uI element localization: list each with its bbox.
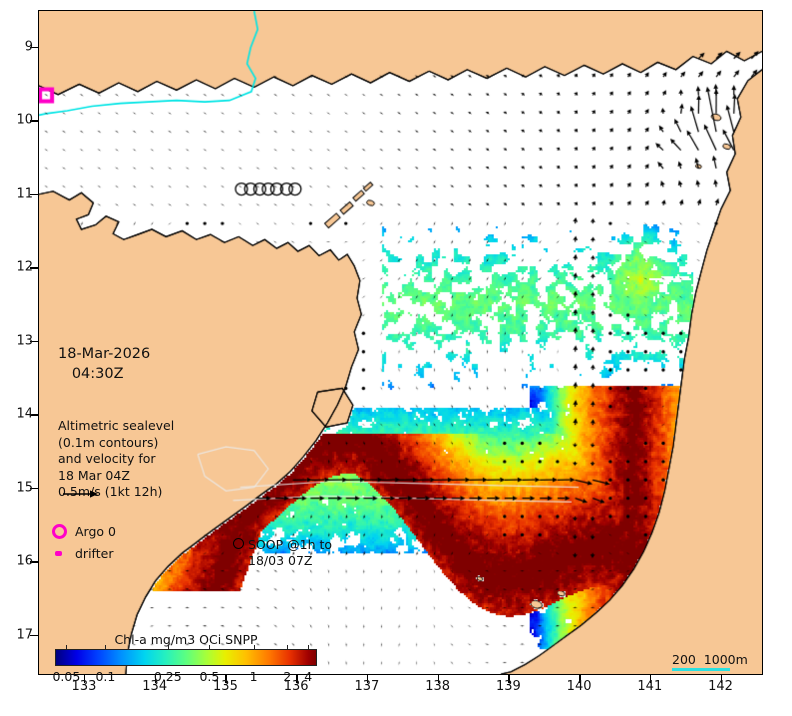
y-tick-mark — [30, 634, 38, 637]
colorbar-tick — [253, 645, 255, 650]
x-tick-mark — [296, 675, 298, 683]
colorbar-tick — [308, 645, 310, 650]
y-tick-label: 17 — [16, 627, 33, 643]
map-frame[interactable] — [38, 10, 763, 675]
colorbar-gradient: 0.05 0.1 0.25 0.5 1 2 4 — [52, 645, 317, 684]
y-tick-mark — [30, 561, 38, 563]
y-tick-label: 14 — [16, 406, 33, 422]
x-tick-mark — [437, 675, 440, 683]
x-tick-label: 139 — [495, 679, 521, 694]
y-tick-label: 16 — [16, 553, 33, 569]
x-tick-label: 138 — [425, 679, 451, 694]
x-tick-mark — [83, 675, 86, 683]
colorbar-tick-label: 1 — [249, 669, 258, 684]
colorbar-tick — [209, 645, 211, 650]
y-tick-mark — [30, 414, 38, 416]
x-tick-mark — [154, 675, 157, 683]
x-tick-label: 140 — [566, 679, 592, 694]
y-tick-mark — [30, 340, 38, 343]
x-tick-label: 133 — [71, 679, 97, 694]
scale-bar-line — [672, 668, 730, 671]
colorbar-tick-label: 0.25 — [153, 669, 182, 684]
colorbar-tick-label: 0.5 — [199, 669, 220, 684]
x-tick-mark — [649, 675, 652, 683]
colorbar-tick — [66, 645, 68, 650]
x-tick-label: 141 — [637, 679, 663, 694]
x-tick-label: 134 — [142, 679, 168, 694]
y-tick-mark — [30, 46, 38, 49]
argo-marker-icon — [52, 524, 67, 539]
scale-bar-label: 200 1000m — [672, 652, 748, 667]
y-tick-label: 12 — [16, 259, 33, 275]
soop-legend-label: SOOP @1h to 18/03 07Z — [248, 537, 333, 568]
colorbar: Chl-a mg/m3 OCi SNPP 0.05 0.1 0.25 0.5 1 2 4 — [52, 632, 317, 684]
x-tick-label: 135 — [213, 679, 238, 694]
x-tick-mark — [579, 675, 581, 683]
y-tick-label: 15 — [16, 480, 33, 496]
colorbar-tick — [105, 645, 107, 650]
y-tick-label: 10 — [16, 112, 33, 128]
y-tick-mark — [30, 120, 38, 122]
x-tick-mark — [508, 675, 510, 683]
argo-legend: Argo 0 — [52, 524, 116, 539]
drifter-legend: drifter — [52, 546, 113, 561]
soop-marker-icon — [233, 538, 244, 549]
colorbar-title: Chl-a mg/m3 OCi SNPP — [114, 632, 258, 647]
y-tick-mark — [30, 193, 38, 196]
drifter-legend-label: drifter — [75, 546, 114, 561]
colorbar-tick-label: 4 — [304, 669, 313, 684]
drifter-marker-icon — [52, 546, 67, 561]
colorbar-tick-label: 0.05 — [52, 669, 81, 684]
x-tick-label: 142 — [708, 679, 733, 694]
x-tick-mark — [225, 675, 227, 683]
y-tick-label: 9 — [24, 39, 33, 55]
date-stamp: 18-Mar-2026 04:30Z — [58, 346, 151, 382]
y-tick-label: 13 — [16, 333, 33, 349]
y-tick-label: 11 — [16, 186, 33, 202]
colorbar-tick — [287, 645, 289, 650]
x-tick-label: 136 — [283, 679, 309, 694]
argo-legend-label: Argo 0 — [75, 524, 116, 539]
scale-bar: 200 1000m — [672, 652, 748, 671]
colorbar-tick-label: 0.1 — [95, 669, 116, 684]
colorbar-tick — [167, 645, 169, 650]
y-tick-mark — [30, 487, 38, 490]
map-canvas[interactable] — [39, 11, 762, 674]
velocity-reference-arrow — [63, 490, 98, 498]
x-tick-mark — [366, 675, 369, 683]
y-tick-mark — [30, 267, 38, 269]
colorbar-tick-label: 2 — [283, 669, 292, 684]
description-block: Altimetric sealevel (0.1m contours) and … — [58, 418, 175, 499]
x-tick-label: 137 — [354, 679, 380, 694]
x-tick-mark — [720, 675, 723, 683]
